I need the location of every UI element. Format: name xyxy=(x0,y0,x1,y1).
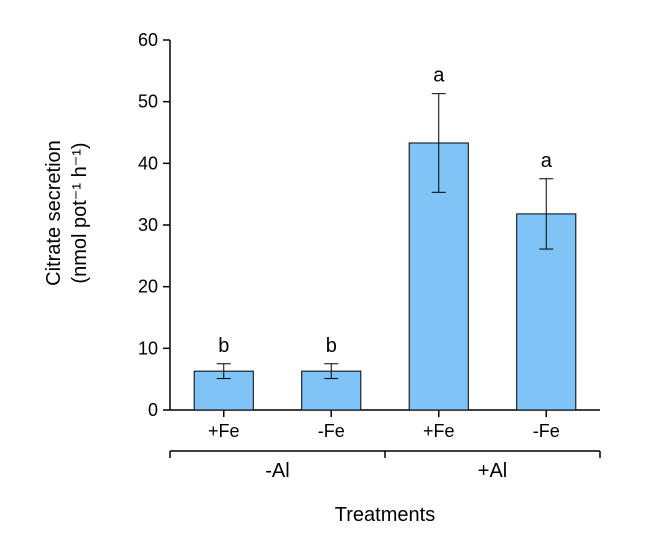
y-tick-label: 60 xyxy=(138,30,158,50)
significance-label: b xyxy=(326,335,337,357)
x-group-label: -Al xyxy=(265,460,289,482)
significance-label: b xyxy=(218,335,229,357)
x-tick-label: -Fe xyxy=(533,421,560,441)
y-tick-label: 40 xyxy=(138,153,158,173)
y-tick-label: 20 xyxy=(138,277,158,297)
y-tick-label: 10 xyxy=(138,338,158,358)
significance-label: a xyxy=(541,150,553,172)
x-tick-label: +Fe xyxy=(423,421,455,441)
y-axis-label-1: Citrate secretion xyxy=(43,140,65,286)
citrate-chart: 0 10 20 30 40 50 60 Citrate secretion(nmol pot⁻… xyxy=(0,0,666,559)
x-axis-label: Treatments xyxy=(335,504,435,526)
x-tick-label: +Fe xyxy=(208,421,240,441)
y-axis-label-2: (nmol pot⁻¹ h⁻¹) xyxy=(69,142,91,283)
y-tick-label: 0 xyxy=(148,400,158,420)
x-group-label: +Al xyxy=(478,460,507,482)
y-tick-label: 30 xyxy=(138,215,158,235)
y-tick-label: 50 xyxy=(138,92,158,112)
x-tick-label: -Fe xyxy=(318,421,345,441)
significance-label: a xyxy=(433,65,445,87)
